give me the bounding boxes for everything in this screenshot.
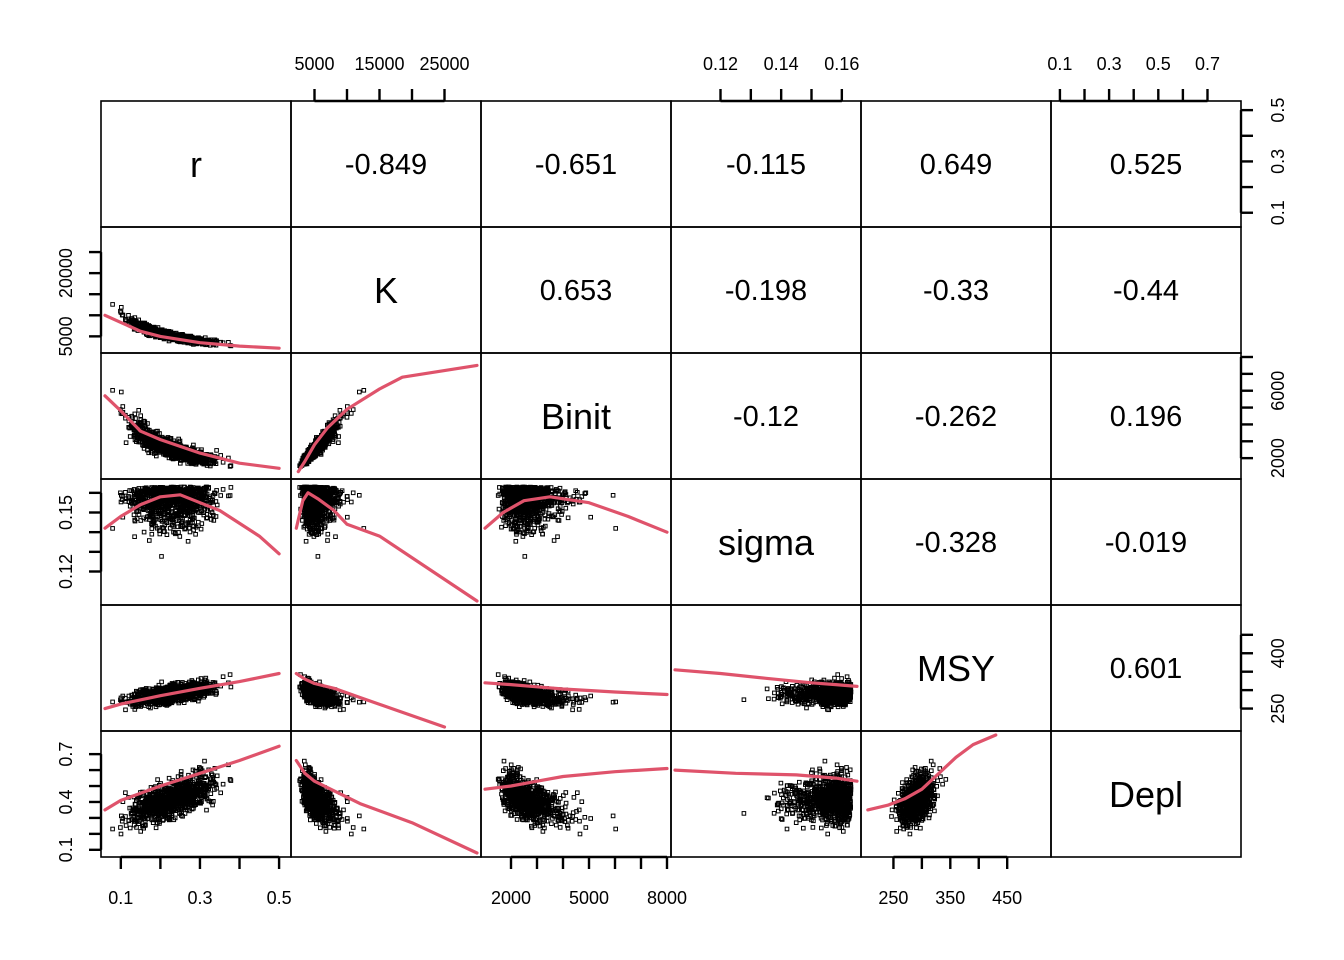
panel-frames [100,100,1242,858]
point [336,440,341,445]
point [193,532,198,537]
point [126,313,131,318]
panel-MSY-Binit [480,604,672,732]
point [357,389,362,395]
point [315,554,321,559]
point [136,408,141,413]
point [159,554,164,559]
point [110,526,115,531]
point [610,493,616,498]
point [350,490,356,496]
panel-Depl-Depl [1050,730,1242,858]
point [110,388,115,393]
point [173,332,179,338]
point [149,531,155,537]
point [123,490,128,495]
point [191,442,196,448]
panel-Binit-K [290,352,482,480]
point [303,539,309,544]
point [110,302,115,307]
point [132,534,137,540]
point [126,319,132,325]
point [127,434,133,439]
point [565,515,571,521]
scatter-sigma-vs-Binit [495,484,619,559]
point [220,460,226,465]
point [145,324,151,330]
point [147,538,152,543]
point [325,531,331,537]
point [345,514,350,520]
point [131,432,137,437]
point [141,529,147,535]
point [333,534,338,540]
point [145,421,150,426]
point [227,464,233,469]
point [349,411,354,416]
point [118,499,124,505]
panel-MSY-K [290,604,482,732]
point [123,317,128,322]
point [551,538,557,543]
panel-K-r [100,226,292,354]
point [208,463,213,469]
panel-Depl-MSY [860,730,1052,858]
point [337,408,343,413]
point [123,440,129,445]
panel-MSY-sigma [670,604,862,732]
point [325,538,330,543]
point [131,321,137,326]
panel-MSY-r [100,604,292,732]
point [149,526,155,531]
point [120,312,126,318]
point [214,448,219,453]
point [357,493,362,498]
point [187,529,193,535]
point [349,499,354,505]
point [218,493,223,498]
point [228,463,234,468]
point [499,524,504,530]
point [162,328,167,334]
point [555,534,560,540]
point [613,526,619,531]
point [138,413,143,418]
scatter-sigma-vs-K [297,484,367,559]
scatter-points [110,302,949,837]
point [350,407,356,412]
point [176,436,181,442]
point [177,534,183,539]
point [119,305,124,310]
point [146,450,151,456]
point [228,485,234,490]
point [220,487,226,492]
point [361,388,367,393]
point [140,321,145,326]
point [185,539,191,544]
point [119,389,124,395]
point [129,316,134,321]
